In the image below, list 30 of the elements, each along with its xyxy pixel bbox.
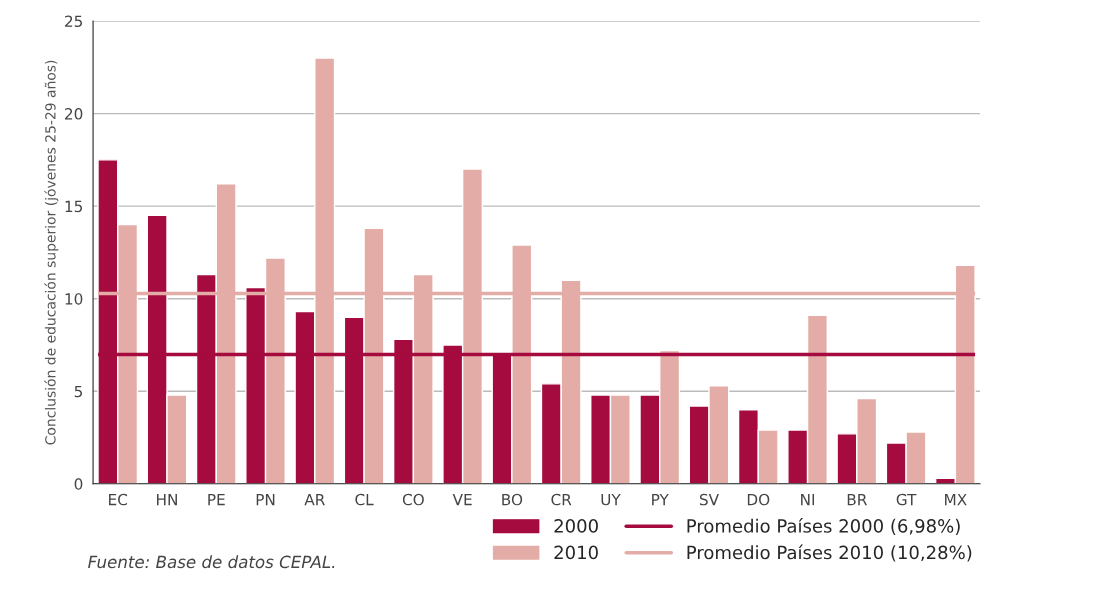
y-tick-label: 15 (65, 200, 83, 213)
x-tick-label: MX (945, 494, 967, 506)
legend-label: Promedio Países 2000 (6,98%) (687, 518, 960, 535)
x-tick-label: AR (304, 494, 325, 506)
y-tick-label: 0 (74, 478, 83, 490)
x-tick-label: PN (256, 494, 275, 506)
y-axis-title: Conclusión de educación superior (jóvenes 25-29 años) (44, 60, 59, 445)
x-tick-label: BR (847, 494, 867, 506)
legend-label: Promedio Países 2010 (10,28%) (687, 544, 972, 562)
x-tick-label: CR (551, 493, 572, 506)
x-tick-label: UY (601, 494, 621, 506)
x-tick-label: SV (699, 493, 719, 506)
x-tick-label: DO (747, 493, 770, 506)
y-tick-label: 10 (65, 293, 83, 305)
legend-label: 2010 (554, 545, 598, 560)
x-tick-label: BO (502, 493, 523, 506)
y-tick-label: 25 (65, 15, 83, 28)
x-tick-label: GT (896, 493, 917, 506)
y-tick-label: 20 (65, 108, 83, 120)
source-note: Fuente: Base de datos CEPAL. (88, 555, 335, 569)
x-tick-label: NI (801, 494, 815, 506)
x-tick-label: PY (652, 494, 669, 506)
x-tick-label: HN (157, 494, 177, 506)
legend-label: 2000 (554, 519, 598, 533)
x-tick-label: CO (402, 493, 424, 506)
y-tick-label: 5 (74, 385, 83, 398)
x-tick-label: CL (355, 493, 374, 506)
x-tick-label: EC (109, 493, 128, 506)
x-tick-label: VE (452, 494, 472, 506)
x-tick-label: PE (208, 494, 225, 506)
